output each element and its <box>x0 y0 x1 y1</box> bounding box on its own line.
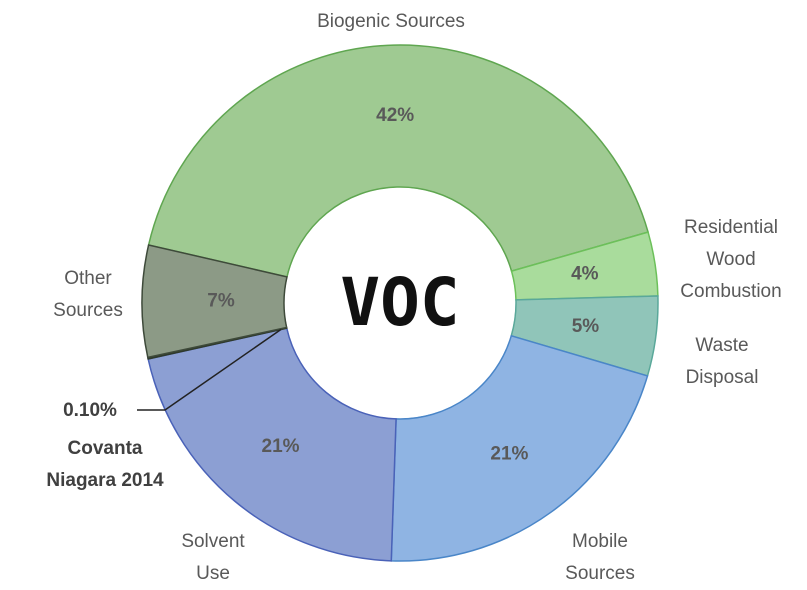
value-label: 21% <box>262 436 300 457</box>
value-label: 21% <box>490 444 528 465</box>
category-label: Waste Disposal <box>685 335 759 388</box>
value-label: 4% <box>571 264 599 285</box>
value-label: 42% <box>376 105 414 126</box>
category-label: Residential Wood Combustion <box>680 217 782 302</box>
leader-line <box>137 328 282 411</box>
donut-slice <box>141 244 288 359</box>
donut-slice <box>147 327 397 562</box>
category-label: Biogenic Sources <box>317 11 465 32</box>
category-label: Covanta Niagara 2014 <box>46 438 164 491</box>
donut-slice <box>147 44 649 278</box>
category-label: Mobile Sources <box>565 531 635 584</box>
category-label: Other Sources <box>53 268 123 321</box>
donut-hole <box>285 188 515 418</box>
value-label: 0.10% <box>63 400 117 421</box>
value-label: 7% <box>207 291 235 312</box>
category-label: Solvent Use <box>181 531 245 584</box>
donut-slice <box>390 334 649 562</box>
center-label: VOC <box>340 264 459 341</box>
value-label: 5% <box>572 316 600 337</box>
